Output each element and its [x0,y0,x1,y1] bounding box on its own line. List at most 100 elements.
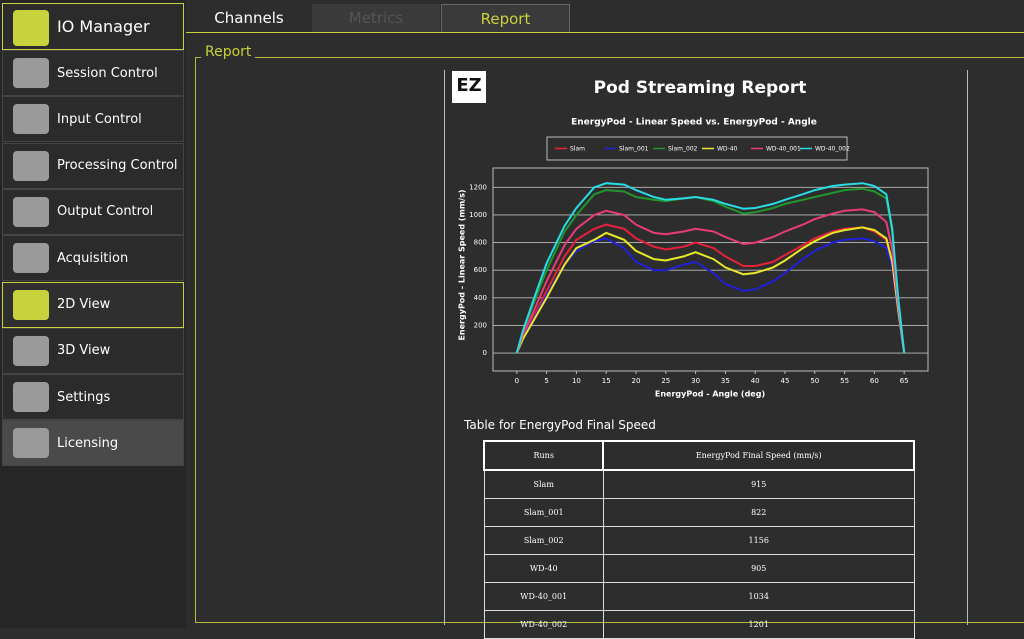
item-icon [13,289,49,320]
table-cell: WD-40_001 [483,582,604,611]
item-icon [13,243,49,274]
table-header-row: Runs EnergyPod Final Speed (mm/s) [482,440,915,471]
item-icon [13,335,49,366]
item-label: Settings [57,389,111,405]
table-cell: 905 [602,554,915,583]
item-label: Licensing [57,435,119,451]
tab-bar [186,0,1024,33]
table-cell: 1201 [602,610,915,639]
x-tick-label: 45 [781,377,790,385]
x-tick-label: 15 [602,377,611,385]
plot-frame [492,167,929,372]
y-axis-label: EnergyPod - Linear Speed (mm/s) [458,189,467,340]
legend-label: WD-40 [717,146,738,153]
x-tick-label: 25 [661,377,670,385]
logo-icon [13,10,49,46]
sidebar-header[interactable]: IO Manager [2,3,184,50]
item-icon [13,428,49,459]
table-cell: 822 [602,498,915,527]
column-header: EnergyPod Final Speed (mm/s) [602,440,915,471]
sidebar-item[interactable]: Licensing [2,420,184,467]
column-header: Runs [482,440,605,471]
item-icon [13,150,49,181]
tab[interactable]: Report [441,4,570,32]
x-tick-label: 35 [721,377,730,385]
item-icon [13,58,49,88]
chart-title: EnergyPod - Linear Speed vs. EnergyPod -… [571,118,817,128]
y-tick-label: 800 [474,239,487,247]
sidebar-title: IO Manager [57,17,150,36]
legend-label: WD-40_001 [766,146,801,153]
y-tick-label: 1200 [469,183,487,191]
tab[interactable]: Channels [214,9,284,27]
series-line [515,237,906,354]
x-axis-label: EnergyPod - Angle (deg) [655,390,765,399]
table-cell: 1156 [602,526,915,555]
sidebar-item[interactable]: 3D View [2,327,184,374]
report-title: Pod Streaming Report [593,78,807,98]
x-tick-label: 0 [515,377,519,385]
tab[interactable]: Metrics [312,4,440,32]
sidebar-item[interactable]: 2D View [2,281,184,328]
series-line [515,208,906,354]
x-tick-label: 55 [840,377,849,385]
table-cell: Slam [483,469,604,499]
item-icon [13,196,49,227]
table-cell: WD-40_002 [483,610,604,639]
table-cell: Slam_001 [483,498,604,527]
sidebar-item[interactable]: Acquisition [2,235,184,282]
report-page [444,70,968,625]
item-label: 3D View [57,343,111,359]
item-label: Acquisition [57,250,129,266]
series-line [515,226,906,354]
x-tick-label: 5 [544,377,548,385]
table-row: WD-40_001 1034 [483,582,915,611]
table-cell: 1034 [602,582,915,611]
x-tick-label: 60 [870,377,879,385]
series-line [515,182,906,354]
table-row: Slam_001 822 [483,498,915,527]
x-tick-label: 30 [691,377,700,385]
item-label: Processing Control [57,158,178,174]
table-row: Slam 915 [483,469,915,499]
y-tick-label: 0 [483,349,487,357]
legend-label: Slam_001 [619,146,649,153]
sidebar: IO Manager Session Control Input Control P… [0,0,186,628]
sidebar-item[interactable]: Session Control [2,50,184,96]
table-row: WD-40 905 [483,554,915,583]
y-tick-label: 200 [474,321,487,329]
sidebar-item[interactable]: Input Control [2,96,184,143]
x-tick-label: 10 [572,377,581,385]
y-tick-label: 1000 [469,211,487,219]
item-icon [13,104,49,135]
y-tick-label: 600 [474,266,487,274]
sidebar-item[interactable]: Settings [2,374,184,421]
x-tick-label: 65 [900,377,909,385]
x-tick-label: 50 [810,377,819,385]
item-label: 2D View [57,297,111,312]
table-row: Slam_002 1156 [483,526,915,555]
sidebar-item[interactable]: Output Control [2,188,184,235]
item-icon [13,382,49,413]
table-row: WD-40_002 1201 [483,610,915,639]
series-line [515,187,906,354]
legend-label: WD-40_002 [815,146,850,153]
sidebar-item[interactable]: Processing Control [2,142,184,189]
legend-label: Slam_002 [668,146,698,153]
table-title: Table for EnergyPod Final Speed [464,418,656,432]
item-label: Output Control [57,204,154,220]
table-cell: 915 [602,469,915,499]
report-logo: EZ [452,71,486,103]
table: Runs EnergyPod Final Speed (mm/s) Slam 915 S… [482,440,915,639]
group-label: Report [201,44,256,60]
table-cell: Slam_002 [483,526,604,555]
table-cell: WD-40 [483,554,604,583]
item-label: Session Control [57,65,158,81]
legend-box [546,136,848,161]
y-tick-label: 400 [474,294,487,302]
legend-label: Slam [570,146,585,153]
series-line [515,223,906,354]
x-tick-label: 20 [632,377,641,385]
x-tick-label: 40 [751,377,760,385]
